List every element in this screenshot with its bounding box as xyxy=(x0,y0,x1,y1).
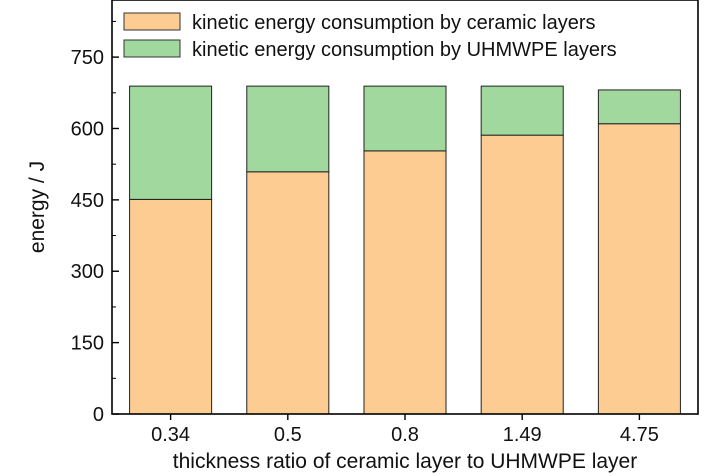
bar-ceramic-3 xyxy=(480,134,564,415)
x-tick-label: 1.49 xyxy=(503,424,542,446)
bar-uhmwpe-2 xyxy=(363,85,447,152)
y-tick-label: 750 xyxy=(71,47,104,69)
bar-uhmwpe-3 xyxy=(480,85,564,136)
bar-uhmwpe-0 xyxy=(129,85,213,200)
plot-frame xyxy=(111,0,699,415)
bar-ceramic-0 xyxy=(129,198,213,415)
legend-swatch-ceramic xyxy=(123,12,181,31)
bars-group xyxy=(129,85,681,415)
legend: kinetic energy consumption by ceramic la… xyxy=(123,12,617,61)
y-axis-label: energy / J xyxy=(26,161,49,253)
legend-label-ceramic: kinetic energy consumption by ceramic la… xyxy=(192,12,596,34)
x-tick-label: 0.5 xyxy=(274,424,302,446)
x-axis: 0.34 0.5 0.8 1.49 4.75 xyxy=(151,414,659,446)
y-tick-label: 150 xyxy=(71,333,104,355)
bar-uhmwpe-1 xyxy=(246,85,330,173)
x-tick-label: 0.34 xyxy=(151,424,190,446)
bar-ceramic-2 xyxy=(363,150,447,415)
y-tick-label: 300 xyxy=(71,261,104,283)
x-axis-label: thickness ratio of ceramic layer to UHMW… xyxy=(173,450,637,473)
bar-uhmwpe-4 xyxy=(597,89,681,125)
y-tick-label: 450 xyxy=(71,190,104,212)
y-axis: 0 150 300 450 600 750 xyxy=(71,20,119,426)
y-tick-label: 600 xyxy=(71,118,104,140)
bar-ceramic-4 xyxy=(597,123,681,415)
legend-label-uhmwpe: kinetic energy consumption by UHMWPE lay… xyxy=(192,39,617,61)
legend-swatch-uhmwpe xyxy=(123,39,181,58)
x-tick-label: 4.75 xyxy=(620,424,659,446)
x-tick-label: 0.8 xyxy=(391,424,419,446)
y-tick-label: 0 xyxy=(93,404,104,426)
bar-ceramic-1 xyxy=(246,171,330,415)
